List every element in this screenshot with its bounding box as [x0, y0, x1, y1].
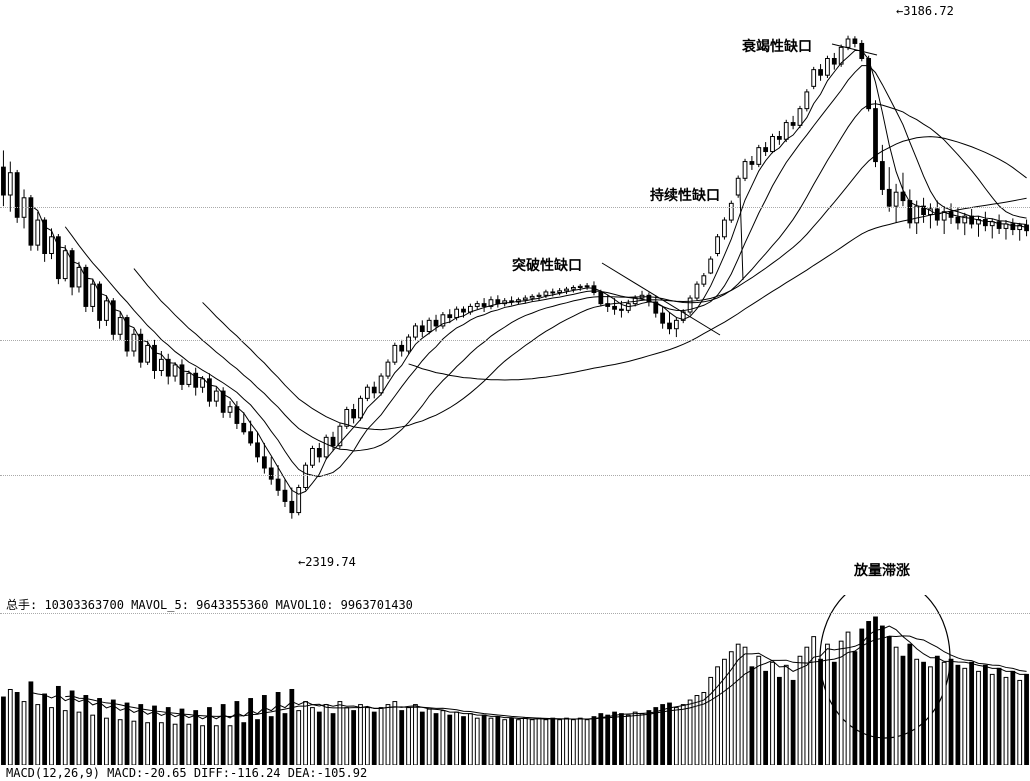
gridline — [0, 207, 1030, 208]
candlestick-svg — [0, 0, 1030, 585]
annotation-breakaway-gap: 突破性缺口 — [512, 255, 582, 275]
macd-info-line: MACD(12,26,9) MACD:-20.65 DIFF:-116.24 D… — [6, 766, 367, 780]
volume-panel — [0, 595, 1030, 765]
annotation-volume-stall: 放量滞涨 — [854, 560, 910, 580]
annotation-exhaustion-gap: 衰竭性缺口 — [742, 36, 812, 56]
gridline — [0, 613, 1030, 614]
volume-svg — [0, 595, 1030, 765]
price-high-label: ←3186.72 — [896, 4, 954, 18]
annotation-continuation-gap: 持续性缺口 — [650, 185, 720, 205]
chart-container: 衰竭性缺口 持续性缺口 突破性缺口 放量滞涨 ←2319.74 ←3186.72… — [0, 0, 1030, 781]
gridline — [0, 340, 1030, 341]
gridline — [0, 475, 1030, 476]
price-low-label: ←2319.74 — [298, 555, 356, 569]
candlestick-panel: 衰竭性缺口 持续性缺口 突破性缺口 放量滞涨 ←2319.74 ←3186.72 — [0, 0, 1030, 585]
